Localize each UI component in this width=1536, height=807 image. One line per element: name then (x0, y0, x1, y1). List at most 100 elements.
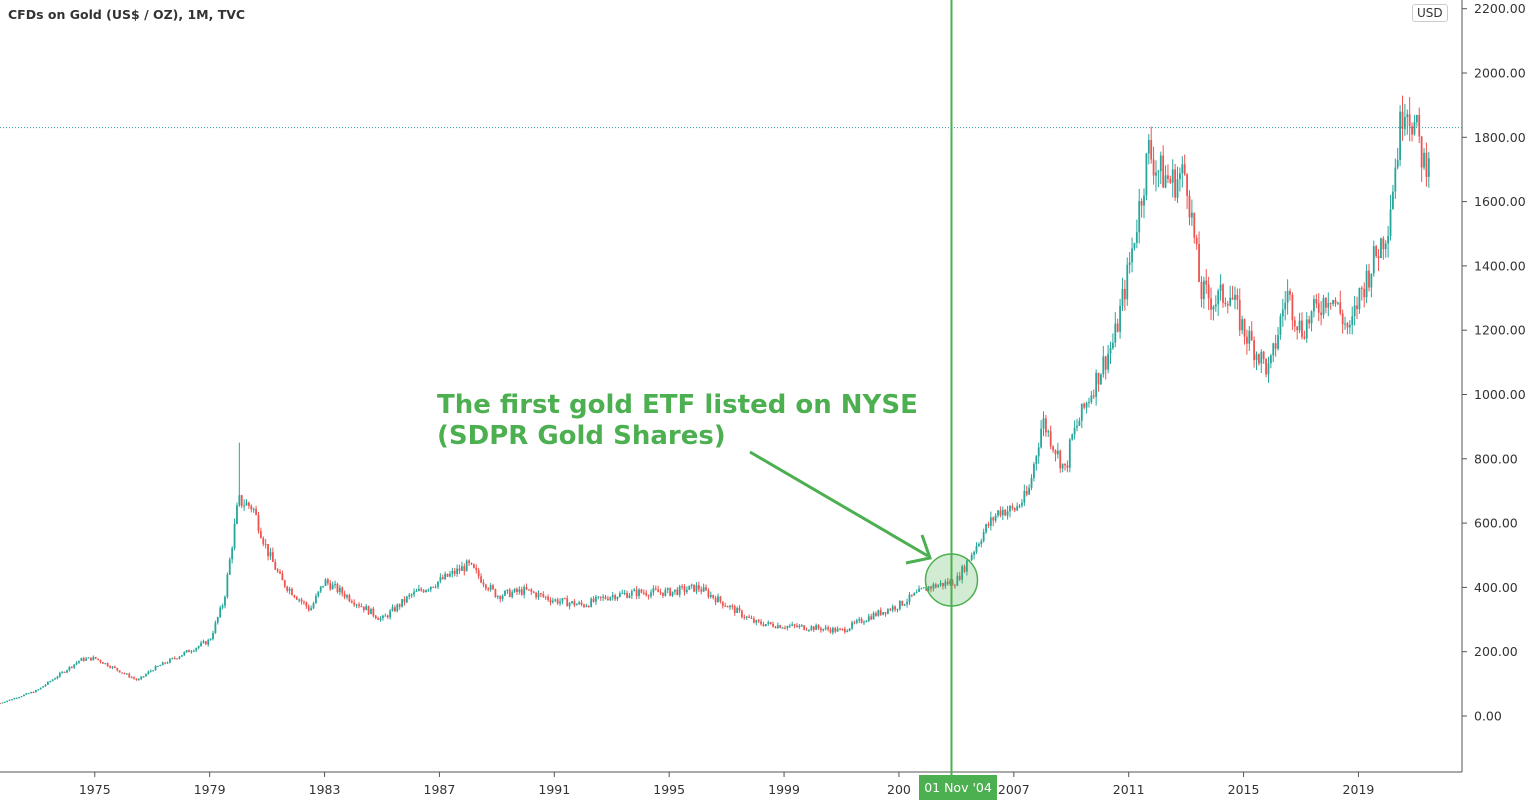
candle-body (1332, 300, 1334, 304)
currency-button[interactable]: USD (1412, 4, 1448, 22)
candle-body (216, 617, 219, 623)
candle-body (1112, 342, 1114, 349)
candle-body (1315, 299, 1318, 304)
candle-body (1248, 330, 1251, 344)
candle-body (353, 602, 356, 605)
candle-body (1097, 372, 1100, 385)
candle-body (530, 589, 533, 592)
candle-body (417, 588, 420, 591)
candle-body (810, 626, 813, 630)
candle-body (90, 657, 92, 661)
y-tick-label: 1200.00 (1474, 323, 1526, 338)
candle-body (1415, 114, 1418, 123)
candle-body (705, 587, 707, 591)
candle-body (1186, 174, 1188, 196)
candle-body (913, 592, 916, 596)
candle-body (413, 591, 415, 595)
candle-body (719, 596, 722, 602)
candle-body (863, 622, 865, 624)
candle-body (731, 605, 734, 607)
candle-body (192, 650, 195, 652)
candle-body (183, 652, 186, 656)
candle-body (824, 627, 827, 629)
candle-body (480, 576, 482, 583)
candle-body (1100, 374, 1102, 385)
candle-body (1073, 427, 1076, 435)
candle-body (1238, 299, 1241, 331)
candle-body (657, 589, 660, 593)
candle-body (700, 589, 703, 592)
candle-body (1066, 465, 1069, 468)
candle-body (441, 577, 444, 580)
candle-body (932, 584, 935, 589)
candle-body (652, 588, 655, 593)
candle-body (791, 624, 794, 626)
candle-body (288, 588, 291, 591)
candle-body (444, 573, 447, 580)
candle-body (688, 585, 691, 590)
candle-body (1327, 302, 1330, 308)
candle-body (70, 666, 73, 668)
candle-body (630, 591, 633, 596)
candle-body (1162, 155, 1165, 188)
candle-body (1174, 169, 1177, 198)
candle-body (169, 658, 171, 663)
candle-body (99, 659, 102, 663)
candle-body (1202, 280, 1205, 300)
candle-body (1147, 140, 1150, 154)
candle-body (331, 584, 334, 590)
candle-body (851, 622, 853, 629)
candle-body (319, 586, 322, 592)
candle-body (475, 567, 478, 571)
candle-body (674, 589, 676, 592)
x-tick-label: 1983 (309, 782, 341, 797)
candle-body (140, 676, 143, 680)
candle-body (726, 606, 729, 608)
candle-body (774, 626, 777, 629)
candle-body (827, 627, 829, 630)
candle-body (1, 702, 4, 704)
candle-body (1408, 114, 1411, 127)
candle-body (42, 686, 44, 688)
candle-body (1052, 446, 1054, 451)
candle-body (61, 671, 64, 673)
candle-body (1224, 302, 1227, 305)
candle-body (1171, 169, 1174, 183)
candle-body (437, 581, 439, 587)
candle-body (1222, 284, 1224, 303)
candle-body (1076, 425, 1078, 428)
candle-body (1009, 506, 1011, 512)
candle-body (690, 584, 693, 586)
candle-body (898, 600, 901, 609)
candle-body (1131, 248, 1133, 263)
candle-body (243, 505, 246, 507)
candle-body (128, 673, 131, 678)
candle-body (1219, 284, 1222, 291)
candle-body (1152, 159, 1155, 176)
candle-body (355, 604, 358, 606)
candle-body (607, 598, 609, 601)
candle-body (432, 586, 435, 588)
candle-body (1272, 343, 1275, 356)
candle-body (1217, 290, 1220, 305)
candle-body (616, 596, 619, 600)
candle-body (776, 625, 779, 629)
candle-body (1193, 212, 1196, 238)
candle-body (470, 562, 473, 565)
candle-body (11, 699, 13, 701)
candle-body (18, 697, 21, 699)
candle-body (499, 596, 502, 600)
candle-body (1267, 363, 1270, 375)
candle-body (611, 595, 614, 598)
candle-body (422, 590, 425, 593)
candle-body (109, 666, 111, 668)
candle-body (104, 663, 107, 665)
candle-body (1365, 270, 1368, 298)
candle-body (276, 569, 279, 572)
candle-body (1274, 343, 1277, 349)
candle-body (1061, 463, 1064, 469)
candle-body (1392, 191, 1394, 210)
candle-body (654, 588, 657, 590)
candle-body (879, 610, 882, 615)
